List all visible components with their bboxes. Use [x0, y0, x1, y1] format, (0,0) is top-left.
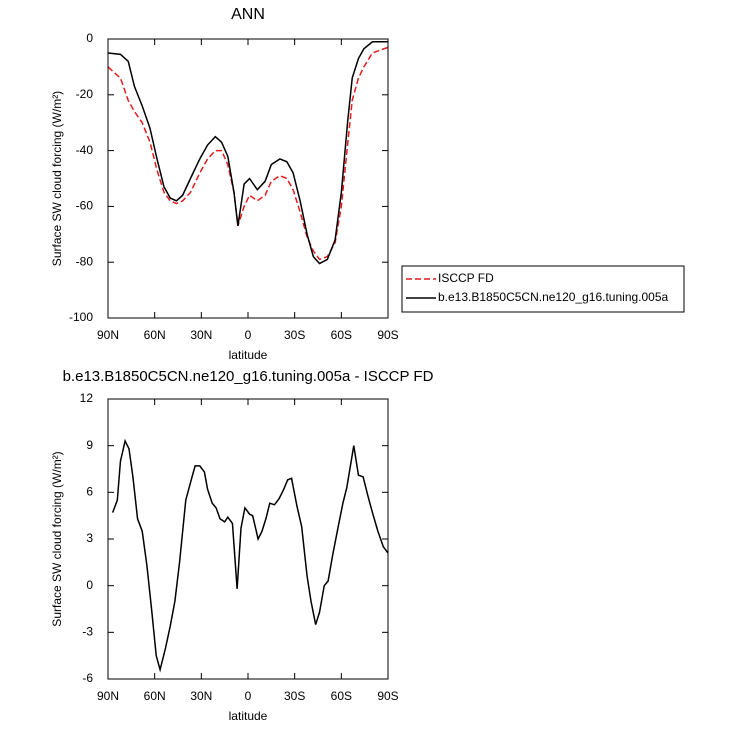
y-axis-label: Surface SW cloud forcing (W/m²)	[50, 451, 64, 626]
data-line	[111, 438, 389, 673]
y-tick-label: 12	[80, 391, 94, 405]
x-tick-label: 90S	[377, 689, 398, 703]
x-tick-label: 60N	[144, 689, 166, 703]
chart-title: ANN	[231, 6, 265, 23]
x-tick-label: 0	[245, 328, 252, 342]
x-tick-label: 90S	[377, 328, 398, 342]
x-axis-label: latitude	[229, 348, 268, 362]
plot-frame	[107, 38, 389, 319]
y-tick-label: 9	[86, 438, 93, 452]
x-tick-label: 90N	[97, 689, 119, 703]
legend-label: b.e13.B1850C5CN.ne120_g16.tuning.005a	[438, 290, 669, 304]
x-tick-label: 30N	[190, 328, 212, 342]
x-axis-label: latitude	[229, 709, 268, 723]
y-tick-label: -40	[76, 143, 94, 157]
x-tick-label: 60S	[331, 689, 352, 703]
x-tick-label: 30S	[284, 689, 305, 703]
x-tick-label: 90N	[97, 328, 119, 342]
x-tick-label: 60S	[331, 328, 352, 342]
x-tick-label: 30N	[190, 689, 212, 703]
legend-box	[401, 265, 685, 313]
y-tick-label: -20	[76, 87, 94, 101]
chart-title: b.e13.B1850C5CN.ne120_g16.tuning.005a - …	[63, 368, 434, 385]
data-line	[107, 46, 389, 261]
x-tick-label: 0	[245, 689, 252, 703]
y-tick-label: -6	[82, 671, 93, 685]
y-axis-label: Surface SW cloud forcing (W/m²)	[50, 91, 64, 266]
y-tick-label: 0	[86, 31, 93, 45]
y-tick-label: 6	[86, 485, 93, 499]
y-tick-label: -100	[69, 310, 93, 324]
y-tick-label: -3	[82, 625, 93, 639]
y-tick-label: 0	[86, 578, 93, 592]
x-tick-label: 60N	[144, 328, 166, 342]
x-tick-label: 30S	[284, 328, 305, 342]
data-line	[107, 41, 388, 265]
y-tick-label: 3	[86, 531, 93, 545]
plot-frame	[107, 398, 389, 680]
legend-label: ISCCP FD	[438, 271, 494, 285]
y-tick-label: -60	[76, 199, 94, 213]
y-tick-label: -80	[76, 254, 94, 268]
